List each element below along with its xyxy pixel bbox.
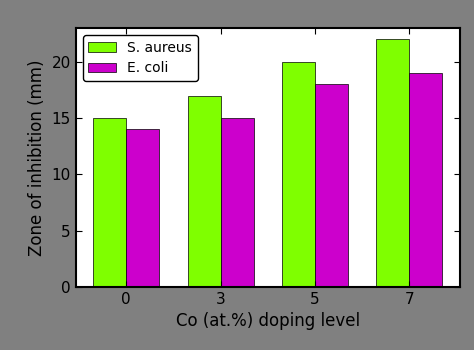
Bar (93, 118, 126, 287)
Bar (410, 73, 442, 287)
Bar (282, 62, 315, 287)
Bar (315, 84, 348, 287)
Legend: S. aureus, E. coli: S. aureus, E. coli (83, 35, 198, 81)
Bar (376, 39, 410, 287)
X-axis label: Co (at.%) doping level: Co (at.%) doping level (176, 313, 360, 330)
Y-axis label: Zone of inhibition (mm): Zone of inhibition (mm) (28, 59, 46, 256)
Bar (126, 130, 159, 287)
Bar (220, 118, 254, 287)
Bar (188, 96, 220, 287)
